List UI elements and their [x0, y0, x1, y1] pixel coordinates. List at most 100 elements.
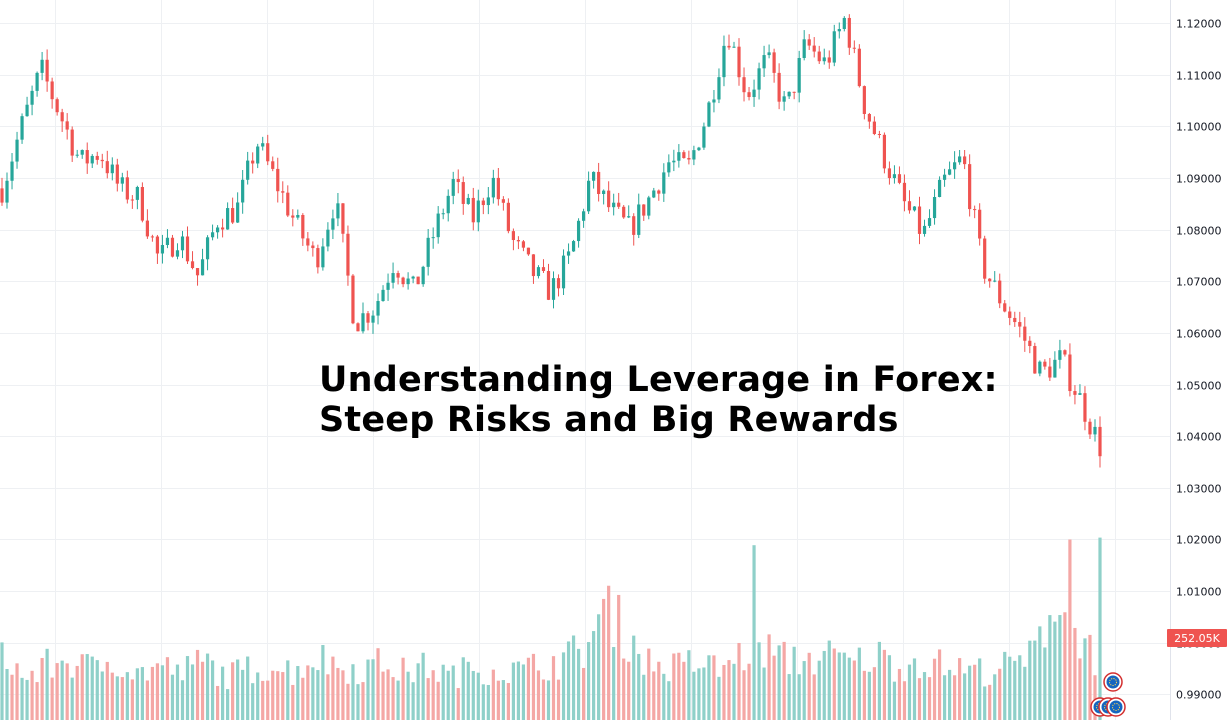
candle-up: [200, 259, 205, 276]
volume-bar: [95, 660, 99, 720]
volume-bar: [331, 656, 335, 720]
volume-bar: [356, 684, 360, 720]
volume-bar: [847, 657, 851, 720]
volume-bar: [281, 672, 285, 720]
volume-bar: [351, 664, 355, 720]
candle-up: [5, 180, 9, 203]
volume-bar: [506, 683, 510, 720]
candle-up: [20, 116, 24, 140]
volume-bar: [296, 666, 300, 720]
price-tick-label: 1.09000: [1176, 173, 1222, 186]
volume-bar: [100, 671, 104, 720]
candle-down: [983, 238, 987, 279]
volume-bar: [993, 674, 997, 720]
candle-down: [396, 273, 400, 278]
candle-down: [597, 171, 601, 195]
candle-up: [1053, 359, 1057, 378]
volume-bar: [175, 664, 180, 720]
candle-down: [70, 129, 74, 156]
candle-down: [877, 133, 881, 135]
volume-bar: [120, 677, 124, 720]
candle-up: [677, 152, 681, 161]
candle-down: [1003, 303, 1007, 312]
volume-bar: [301, 677, 305, 720]
candle-down: [471, 197, 475, 223]
event-markers[interactable]: [1090, 672, 1126, 717]
volume-bar: [386, 669, 390, 720]
candle-down: [301, 214, 305, 239]
volume-bars: [0, 537, 1102, 720]
volume-bar: [882, 649, 887, 720]
volume-bar: [607, 585, 611, 720]
candle-up: [652, 190, 656, 198]
candle-up: [421, 266, 425, 285]
volume-bar: [561, 652, 566, 720]
candle-down: [45, 59, 49, 82]
volume-bar: [130, 679, 134, 720]
volume-bar: [75, 665, 79, 720]
candle-up: [491, 177, 495, 198]
volume-bar: [872, 667, 876, 720]
volume-bar: [953, 675, 957, 720]
volume-bar: [727, 660, 731, 720]
candle-up: [406, 278, 410, 285]
candle-up: [762, 55, 766, 69]
candle-down: [742, 77, 746, 93]
volume-bar: [391, 677, 395, 720]
candle-down: [1063, 350, 1067, 355]
candle-up: [90, 155, 94, 164]
candle-down: [266, 143, 270, 162]
candle-up: [476, 200, 480, 223]
candle-up: [256, 146, 260, 164]
volume-bar: [652, 671, 656, 720]
volume-bar: [406, 671, 410, 720]
candle-up: [561, 255, 566, 289]
candle-up: [822, 57, 826, 62]
candle-down: [792, 91, 796, 93]
volume-bar: [907, 664, 912, 720]
candle-up: [361, 313, 365, 332]
event-marker-icon[interactable]: [1103, 672, 1123, 692]
candle-down: [341, 203, 345, 234]
volume-bar: [215, 685, 220, 720]
candle-up: [326, 229, 330, 247]
volume-bar: [862, 670, 866, 720]
volume-bar: [165, 657, 170, 720]
volume-bar: [241, 669, 245, 720]
volume-bar: [832, 648, 836, 720]
volume-bar: [978, 658, 982, 720]
candle-down: [145, 220, 149, 237]
price-tick-label: 1.03000: [1176, 483, 1222, 496]
candle-up: [536, 267, 541, 277]
volume-bar: [983, 686, 987, 720]
volume-bar: [251, 683, 255, 720]
candle-down: [988, 278, 992, 282]
volume-bar: [115, 676, 119, 720]
candle-up: [210, 232, 215, 238]
volume-bar: [200, 661, 205, 720]
candle-down: [907, 201, 912, 211]
candle-up: [592, 171, 596, 181]
candle-up: [787, 91, 791, 97]
candle-up: [135, 187, 139, 200]
price-axis[interactable]: 1.12000 1.11000 1.10000 1.09000 1.08000 1.070…: [1176, 18, 1222, 702]
price-tick-label: 0.99000: [1176, 689, 1222, 702]
candle-down: [827, 57, 831, 63]
volume-bar: [511, 662, 515, 720]
volume-bar: [1008, 656, 1012, 720]
event-marker-icon[interactable]: [1106, 697, 1126, 717]
volume-bar: [526, 657, 531, 720]
volume-bar: [170, 674, 175, 720]
candle-down: [1008, 311, 1012, 318]
candle-up: [667, 162, 671, 173]
candle-down: [973, 209, 977, 211]
candle-up: [782, 96, 786, 102]
candle-up: [672, 160, 676, 163]
volume-bar: [556, 679, 561, 720]
candle-up: [486, 197, 490, 206]
volume-bar: [521, 664, 526, 720]
candle-down: [897, 174, 902, 183]
candle-down: [271, 161, 275, 169]
price-tick-label: 1.04000: [1176, 431, 1222, 444]
